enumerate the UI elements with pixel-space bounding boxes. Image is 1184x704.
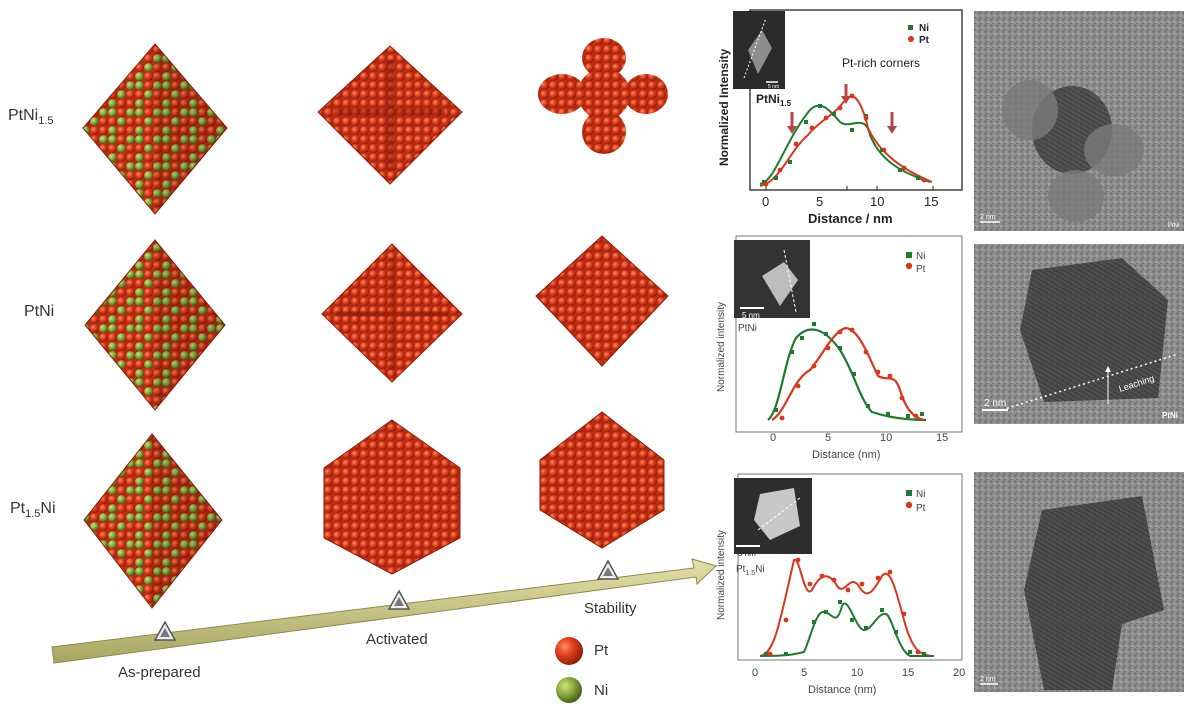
x-tick: 0 xyxy=(752,667,758,679)
legend-pt-ball xyxy=(555,637,583,665)
profile-panel-3: 5 nm Pt1.5Ni 0 5 10 15 20 Distance (nm) … xyxy=(716,473,965,696)
particle-ptni-stability xyxy=(535,235,669,367)
particle-ptni-as-prepared xyxy=(84,239,226,411)
sample-label-2: PtNi xyxy=(738,323,757,334)
annotation-pt-rich: Pt-rich corners xyxy=(842,56,920,70)
legend-ni: Ni xyxy=(916,251,925,262)
row-label-main: PtNi xyxy=(8,107,39,124)
particle-ptni15-activated xyxy=(317,45,463,185)
x-tick: 15 xyxy=(936,432,948,444)
x-tick: 15 xyxy=(924,194,938,209)
legend-ni: Ni xyxy=(919,23,929,34)
row-label-pt15ni: Pt1.5Ni xyxy=(10,500,56,520)
x-tick: 5 xyxy=(801,667,807,679)
x-tick: 10 xyxy=(880,432,892,444)
nanoparticle-illustration xyxy=(51,38,717,703)
legend-ni: Ni xyxy=(916,489,925,500)
x-tick: 5 xyxy=(816,194,823,209)
x-tick: 10 xyxy=(870,194,884,209)
stage-marker-activated xyxy=(387,589,411,610)
x-axis-label: Distance (nm) xyxy=(808,684,876,696)
stage-label-stability: Stability xyxy=(584,600,637,617)
legend-pt: Pt xyxy=(916,503,926,514)
legend-pt-label: Pt xyxy=(594,642,609,659)
legend-ni-label: Ni xyxy=(594,682,609,699)
profile-panel-1: 5 nm 0 5 10 15 Distance / nm Normalized … xyxy=(717,9,963,226)
inset-scale-3: 5 nm xyxy=(738,549,756,558)
particle-ptni15-as-prepared xyxy=(82,43,228,215)
legend-ni-ball xyxy=(556,677,582,703)
profile-panel-2: 5 nm PtNi 0 5 10 15 Distance (nm) Normal… xyxy=(716,235,963,461)
x-tick: 0 xyxy=(770,432,776,444)
x-tick: 20 xyxy=(953,667,965,679)
row-label-sub: 1.5 xyxy=(25,508,41,521)
row-label-sub: 1.5 xyxy=(38,115,54,128)
y-axis-label: Normalized intensity xyxy=(716,302,727,392)
tem-tag-1: PtNi xyxy=(1168,223,1179,229)
x-tick: 15 xyxy=(902,667,914,679)
inset-scale-2: 5 nm xyxy=(742,311,760,320)
legend-pt: Pt xyxy=(919,35,930,46)
stage-label-as-prepared: As-prepared xyxy=(118,664,201,681)
row-label-post: Ni xyxy=(40,500,56,517)
row-label-main: PtNi xyxy=(24,303,55,320)
x-tick: 5 xyxy=(825,432,831,444)
particle-pt15ni-stability xyxy=(539,411,665,549)
particle-pt15ni-activated xyxy=(323,419,461,575)
tem-images: 2 nm PtNi Leaching 2 nm PtNi 2 nm xyxy=(974,11,1184,692)
y-axis-label: Normalized Intensity xyxy=(717,48,731,166)
x-axis-label: Distance (nm) xyxy=(812,449,880,461)
row-label-pre: Pt xyxy=(10,500,26,517)
legend-pt: Pt xyxy=(916,264,926,275)
tem-image-3: 2 nm xyxy=(974,472,1184,692)
line-profiles: 5 nm 0 5 10 15 Distance / nm Normalized … xyxy=(716,9,965,696)
timeline-arrow xyxy=(51,558,717,664)
sample-label-1: PtNi1.5 xyxy=(756,92,792,108)
stage-marker-as-prepared xyxy=(153,620,177,641)
x-tick: 0 xyxy=(762,194,769,209)
particle-pt15ni-as-prepared xyxy=(83,433,223,609)
sample-label-3: Pt1.5Ni xyxy=(736,564,765,577)
inset-scale-1: 5 nm xyxy=(768,84,779,90)
tem-scale-3: 2 nm xyxy=(980,676,996,683)
x-axis-label: Distance / nm xyxy=(808,211,893,226)
tem-tag-2: PtNi xyxy=(1162,411,1178,420)
row-label-ptni15: PtNi1.5 xyxy=(8,107,54,127)
tem-image-1: 2 nm PtNi xyxy=(974,11,1184,231)
particle-ptni15-stability xyxy=(538,38,668,154)
y-axis-label: Normalized intensity xyxy=(716,530,727,620)
tem-scale-2: 2 nm xyxy=(984,398,1006,409)
particle-ptni-activated xyxy=(321,243,463,383)
stage-label-activated: Activated xyxy=(366,631,428,648)
tem-image-2: Leaching 2 nm PtNi xyxy=(974,244,1184,424)
stage-marker-stability xyxy=(596,559,620,580)
x-tick: 10 xyxy=(851,667,863,679)
tem-scale-1: 2 nm xyxy=(980,214,996,221)
row-label-ptni: PtNi xyxy=(24,303,54,321)
